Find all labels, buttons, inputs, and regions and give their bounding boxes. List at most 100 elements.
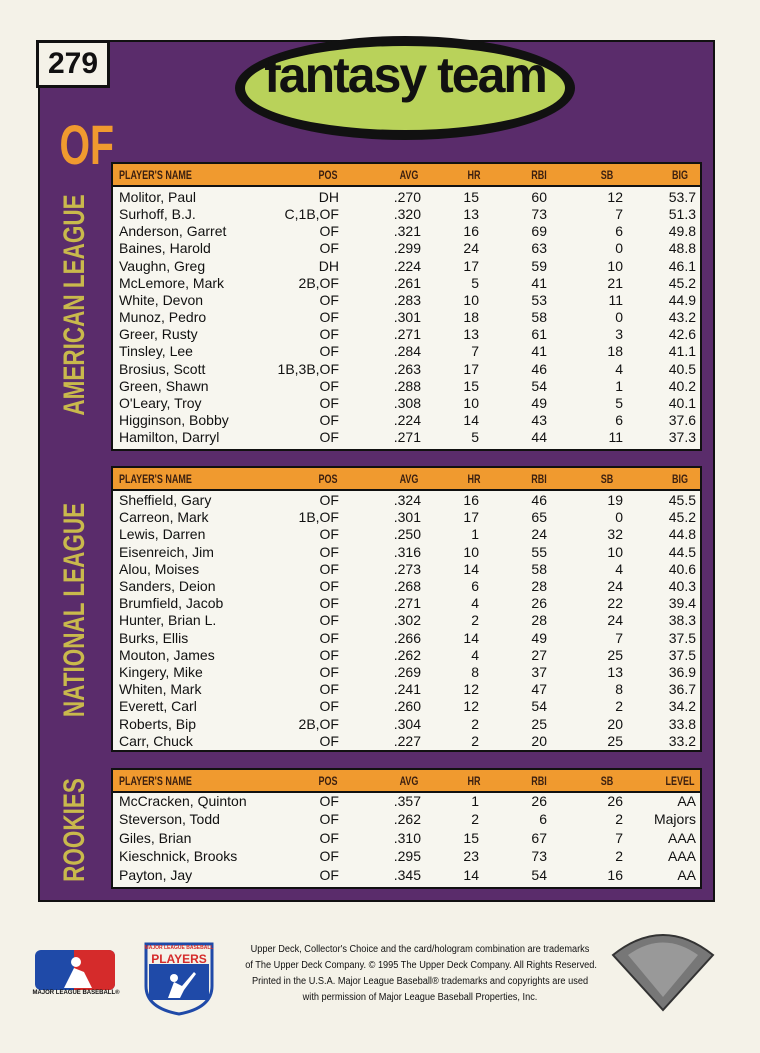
- stat-cell: .304: [393, 715, 421, 732]
- stat-cell: .357: [393, 793, 421, 809]
- stat-cell: .250: [393, 526, 421, 543]
- stat-cell: 46: [531, 492, 547, 508]
- stat-cell: .260: [393, 698, 421, 715]
- player-name: Brosius, Scott: [119, 360, 206, 377]
- player-name: Hunter, Brian L.: [119, 612, 217, 629]
- stat-cell: 12: [607, 189, 623, 205]
- stat-cell: 73: [531, 848, 547, 865]
- stat-cell: 45.2: [668, 274, 696, 291]
- stat-cell: 42.6: [668, 326, 696, 343]
- column-header: HR: [467, 168, 481, 182]
- stat-cell: .262: [393, 811, 421, 828]
- stat-cell: 2B,OF: [298, 715, 339, 732]
- stat-cell: 61: [531, 326, 547, 343]
- player-name: Payton, Jay: [119, 866, 193, 883]
- player-name: Green, Shawn: [119, 377, 209, 394]
- column-header: RBI: [531, 168, 547, 182]
- stat-cell: 10: [607, 257, 623, 274]
- player-name: Anderson, Garret: [119, 223, 227, 240]
- stat-cell: 54: [531, 377, 547, 394]
- player-name: Molitor, Paul: [119, 189, 197, 205]
- stat-cell: .261: [393, 274, 421, 291]
- stat-cell: .263: [393, 360, 421, 377]
- stat-cell: 15: [463, 189, 479, 205]
- stat-cell: 11: [608, 429, 623, 446]
- stat-cell: 13: [607, 664, 623, 680]
- column-header: AVG: [399, 774, 419, 788]
- stat-cell: 40.2: [668, 377, 696, 394]
- player-name: McLemore, Mark: [119, 274, 225, 291]
- stat-cell: .316: [393, 543, 421, 560]
- player-name: White, Devon: [119, 291, 204, 308]
- stat-cell: .301: [393, 309, 421, 326]
- column-header: AVG: [399, 472, 419, 486]
- stat-cell: 36.9: [668, 664, 696, 680]
- player-name: Whiten, Mark: [119, 681, 202, 698]
- stat-cell: 33.2: [668, 732, 696, 749]
- player-name: Sanders, Deion: [119, 578, 216, 594]
- stat-cell: 33.8: [668, 715, 696, 732]
- stat-cell: 67: [531, 829, 547, 846]
- stat-cell: 24: [607, 612, 623, 629]
- stat-cell: 45.2: [668, 509, 696, 526]
- column-header: AVG: [399, 168, 419, 182]
- stat-cell: .295: [393, 848, 421, 865]
- column-header: RBI: [531, 774, 547, 788]
- stat-cell: 10: [463, 291, 479, 308]
- stat-cell: 25: [607, 732, 623, 749]
- player-name: Tinsley, Lee: [119, 343, 193, 360]
- table-header: PLAYER'S NAME POS AVG HR RBI SB BIG: [113, 468, 700, 491]
- stat-cell: 37.5: [668, 646, 696, 663]
- stat-cell: 41.1: [668, 343, 696, 360]
- stat-cell: 4: [615, 560, 623, 577]
- column-header: PLAYER'S NAME: [119, 774, 192, 788]
- stat-cell: 55: [531, 543, 547, 560]
- stat-cell: OF: [319, 612, 339, 629]
- stat-cell: 16: [607, 866, 623, 883]
- stat-cell: 24: [463, 240, 479, 257]
- stat-cell: 41: [531, 343, 547, 360]
- stat-cell: .301: [393, 509, 421, 526]
- player-name: Vaughn, Greg: [119, 257, 206, 274]
- stat-cell: OF: [319, 560, 339, 577]
- stat-cell: 34.2: [668, 698, 696, 715]
- stat-cell: 7: [615, 829, 623, 846]
- player-name: Kingery, Mike: [119, 664, 203, 680]
- stat-cell: OF: [319, 543, 339, 560]
- stat-cell: 63: [531, 240, 547, 257]
- stat-cell: DH: [318, 189, 339, 205]
- stat-cell: OF: [319, 411, 339, 428]
- stat-cell: 17: [463, 509, 479, 526]
- stat-cell: 2: [615, 698, 623, 715]
- stat-cell: 0: [615, 309, 623, 326]
- stat-cell: OF: [319, 811, 339, 828]
- stat-cell: OF: [319, 343, 339, 360]
- player-name: Surhoff, B.J.: [119, 206, 196, 223]
- stat-cell: 46: [531, 360, 547, 377]
- stat-cell: .284: [393, 343, 421, 360]
- stat-cell: Majors: [653, 811, 696, 828]
- stat-cell: 0: [615, 509, 623, 526]
- stat-cell: 2: [615, 811, 623, 828]
- stat-cell: 48.8: [668, 240, 696, 257]
- stat-cell: 60: [531, 189, 547, 205]
- hologram-inner: [628, 942, 698, 997]
- stat-cell: 6: [615, 411, 623, 428]
- stat-cell: 10: [463, 394, 479, 411]
- stat-cell: 6: [539, 811, 547, 828]
- stat-cell: .321: [393, 223, 421, 240]
- stat-cell: 47: [531, 681, 547, 698]
- stat-cell: 49: [531, 629, 547, 646]
- stat-cell: 2: [471, 811, 479, 828]
- stat-cell: 37.5: [668, 629, 696, 646]
- stat-cell: .262: [393, 646, 421, 663]
- stat-cell: OF: [319, 629, 339, 646]
- stat-cell: .271: [393, 326, 421, 343]
- stat-cell: OF: [319, 732, 339, 749]
- player-name: O'Leary, Troy: [119, 394, 202, 411]
- player-name: Eisenreich, Jim: [119, 543, 214, 560]
- player-name: Burks, Ellis: [119, 629, 189, 646]
- stat-cell: 3: [615, 326, 623, 343]
- stat-cell: OF: [319, 646, 339, 663]
- stat-cell: 25: [531, 715, 547, 732]
